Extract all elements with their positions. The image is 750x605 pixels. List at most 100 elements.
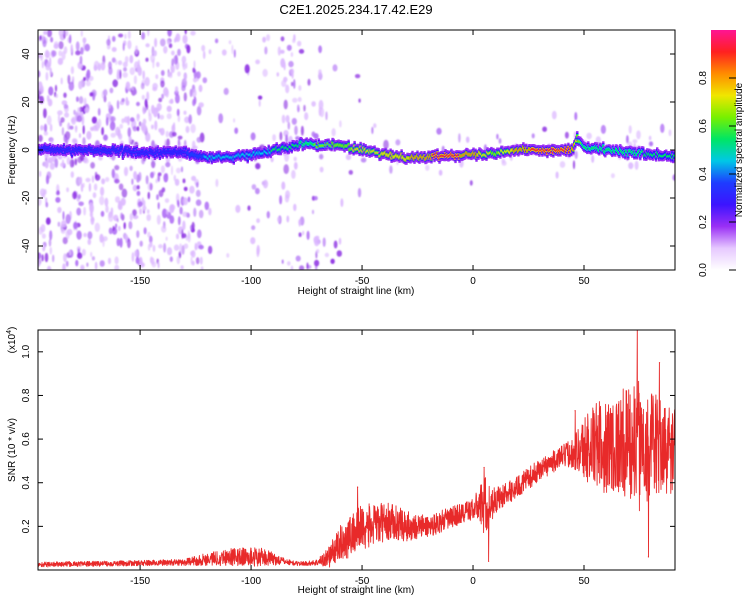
- spectrogram-speckle-dot: [564, 131, 569, 139]
- spectrogram-speckle-dot: [133, 75, 137, 85]
- spectrogram-speckle-dot: [94, 222, 101, 232]
- spectrogram-speckle-dot: [141, 32, 146, 40]
- spectrogram-speckle-dot: [166, 105, 172, 113]
- spectrogram-speckle-dot: [340, 198, 344, 208]
- spectrogram-speckle-dot: [176, 255, 180, 265]
- spectrogram-speckle-dot: [636, 130, 641, 140]
- spectrogram-speckle-dot: [202, 50, 206, 60]
- spectrogram-speckle-dot: [61, 100, 68, 106]
- spectrogram-speckle-dot: [136, 230, 140, 239]
- spectrogram-speckle-dot: [130, 117, 135, 122]
- snr-panel: -150 -100 -50 0 50 0.2 0.4 0.6 0.8 1.0 Height of…: [6, 327, 676, 596]
- spectrogram-speckle-dot: [354, 74, 361, 79]
- spectrogram-speckle-dot: [57, 57, 64, 65]
- spectrogram-speckle-dot: [165, 130, 169, 138]
- spectrogram-speckle-dot: [138, 171, 142, 182]
- spectrogram-speckle-dot: [78, 96, 84, 104]
- spectrogram-speckle-dot: [84, 107, 90, 114]
- spectrogram-speckle-dot: [143, 227, 147, 235]
- spectrogram-speckle-dot: [169, 215, 175, 224]
- spectrogram-x-tick-label: -50: [355, 276, 370, 287]
- spectrogram-speckle-dot: [119, 69, 122, 80]
- spectrogram-speckle-dot: [177, 135, 183, 140]
- spectrogram-speckle-dot: [77, 252, 83, 259]
- spectrogram-speckle-dot: [158, 189, 164, 198]
- spectrogram-speckle-dot: [155, 178, 158, 184]
- spectrogram-speckle-dot: [89, 201, 93, 211]
- spectrogram-speckle-dot: [162, 208, 168, 219]
- spectrogram-speckle-dot: [76, 207, 82, 216]
- spectrogram-speckle-dot: [99, 195, 105, 206]
- spectrogram-speckle-dot: [648, 135, 652, 141]
- spectrogram-speckle-dot: [72, 191, 78, 200]
- spectrogram-speckle-dot: [101, 127, 104, 136]
- spectrogram-speckle-dot: [187, 232, 191, 243]
- spectrogram-speckle-dot: [348, 170, 353, 175]
- spectrogram-speckle-dot: [297, 104, 300, 113]
- spectrogram-speckle-dot: [295, 255, 301, 262]
- spectrogram-speckle-dot: [117, 225, 121, 232]
- spectrogram-speckle-dot: [38, 93, 41, 100]
- spectrogram-speckle-dot: [158, 244, 163, 249]
- spectrogram-ridge: [38, 131, 675, 165]
- spectrogram-speckle-dot: [131, 252, 135, 262]
- spectrogram-speckle-dot: [189, 185, 195, 194]
- spectrogram-speckle-dot: [127, 40, 132, 50]
- spectrogram-speckle-dot: [668, 129, 672, 137]
- spectrogram-speckle-dot: [112, 35, 116, 42]
- spectrogram-speckle-dot: [106, 38, 111, 46]
- spectrogram-speckle-dot: [174, 86, 179, 93]
- spectrogram-speckle-dot: [78, 201, 84, 207]
- spectrogram-speckle-dot: [142, 205, 147, 211]
- spectrogram-speckle-dot: [123, 67, 127, 72]
- spectrogram-speckle-dot: [247, 205, 251, 211]
- spectrogram-speckle-dot: [112, 225, 115, 232]
- spectrogram-speckle-dot: [318, 69, 322, 76]
- spectrogram-speckle-dot: [118, 33, 124, 38]
- spectrogram-speckle-dot: [132, 184, 138, 192]
- spectrogram-speckle-dot: [62, 263, 66, 270]
- spectrogram-speckle-dot: [184, 30, 187, 35]
- spectrogram-speckle-dot: [155, 74, 159, 80]
- spectrogram-speckle-dot: [319, 107, 325, 118]
- spectrogram-speckle-dot: [85, 177, 91, 183]
- spectrogram-speckle-dot: [123, 116, 129, 123]
- spectrogram-speckle-dot: [60, 77, 63, 85]
- spectrogram-speckle-dot: [136, 113, 140, 122]
- spectrogram-speckle-dot: [100, 210, 105, 217]
- spectrogram-speckle-dot: [300, 125, 304, 136]
- spectrogram-speckle-dot: [187, 196, 191, 203]
- spectrogram-speckle-dot: [111, 168, 116, 179]
- spectrogram-speckle-dot: [71, 76, 75, 83]
- spectrogram-speckle-dot: [315, 265, 318, 270]
- spectrogram-speckle-dot: [183, 110, 187, 115]
- spectrogram-speckle-dot: [215, 178, 219, 188]
- spectrogram-speckle-dot: [184, 72, 187, 81]
- spectrogram-speckle-dot: [208, 49, 212, 55]
- spectrogram-speckle-dot: [49, 123, 53, 132]
- spectrogram-speckle-dot: [154, 37, 158, 48]
- spectrogram-speckle-dot: [114, 165, 120, 171]
- spectrogram-speckle-dot: [165, 209, 169, 215]
- spectrogram-speckle-dot: [195, 181, 199, 188]
- spectrogram-speckle-dot: [231, 44, 234, 55]
- spectrogram-speckle-dot: [202, 77, 208, 84]
- snr-y-axis: 0.2 0.4 0.6 0.8 1.0: [21, 344, 675, 533]
- spectrogram-speckle-dot: [181, 55, 187, 64]
- spectrogram-speckle-dot: [111, 57, 116, 63]
- spectrogram-speckle-dot: [331, 128, 336, 137]
- spectrogram-speckle-dot: [182, 34, 188, 44]
- spectrogram-speckle-dot: [221, 49, 227, 56]
- spectrogram-speckle-dot: [109, 121, 116, 131]
- spectrogram-speckle-dot: [298, 85, 302, 91]
- spectrogram-speckle-dot: [62, 211, 65, 221]
- spectrogram-speckle-dot: [136, 185, 140, 190]
- spectrogram-speckle-dot: [110, 207, 114, 215]
- spectrogram-speckle-dot: [57, 110, 63, 116]
- colorbar-tick-label: 0.4: [698, 167, 709, 181]
- spectrogram-speckle-dot: [250, 237, 256, 245]
- spectrogram-speckle-dot: [81, 115, 85, 126]
- spectrogram-speckle-dot: [166, 113, 172, 120]
- spectrogram-speckle-dot: [64, 112, 70, 118]
